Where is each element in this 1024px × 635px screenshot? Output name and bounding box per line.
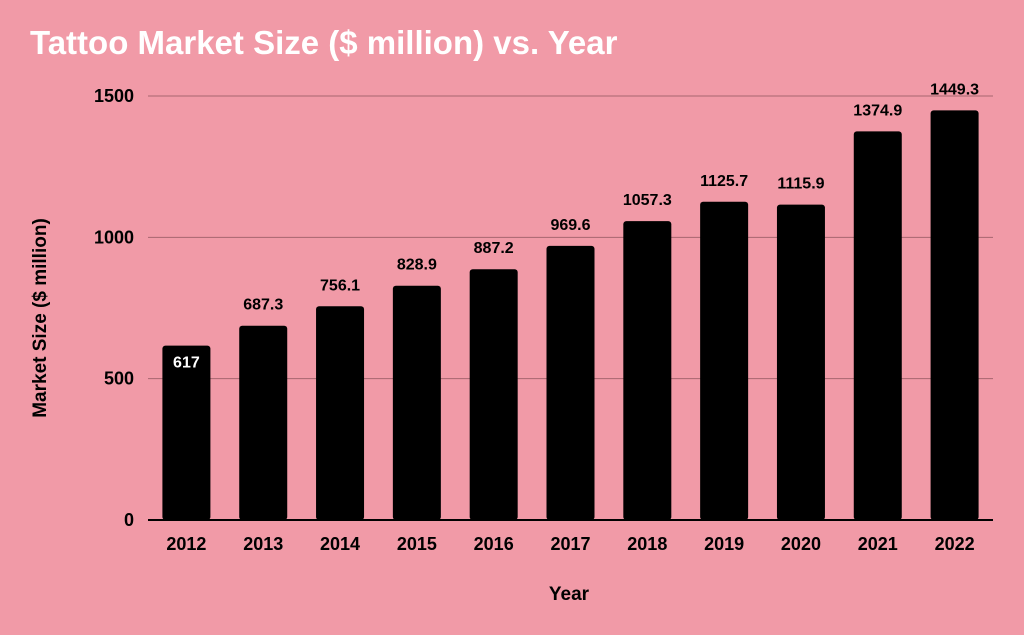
data-label: 687.3 <box>243 297 283 314</box>
y-tick-label: 500 <box>104 369 134 389</box>
x-tick-label: 2020 <box>781 534 821 554</box>
data-label: 887.2 <box>474 240 514 257</box>
bar <box>469 269 518 520</box>
data-label: 828.9 <box>397 257 437 274</box>
x-tick-label: 2016 <box>474 534 514 554</box>
x-tick-label: 2015 <box>397 534 437 554</box>
data-label: 756.1 <box>320 277 360 294</box>
x-tick-label: 2021 <box>858 534 898 554</box>
chart-title: Tattoo Market Size ($ million) vs. Year <box>30 24 618 61</box>
y-tick-label: 1000 <box>94 227 134 247</box>
y-tick-label: 1500 <box>94 86 134 106</box>
data-label: 1115.9 <box>777 176 824 193</box>
x-tick-label: 2017 <box>550 534 590 554</box>
x-tick-label: 2012 <box>166 534 206 554</box>
bar <box>239 325 288 520</box>
data-label: 1374.9 <box>853 102 902 119</box>
x-tick-label: 2022 <box>935 534 975 554</box>
x-tick-label: 2014 <box>320 534 360 554</box>
data-label: 1125.7 <box>700 173 748 190</box>
y-axis-title: Market Size ($ million) <box>30 218 51 418</box>
data-label: 617 <box>173 355 200 372</box>
bar <box>546 245 595 521</box>
bar <box>700 201 749 521</box>
x-axis-title: Year <box>549 584 590 605</box>
data-label: 1449.3 <box>930 81 979 98</box>
bar <box>316 306 365 520</box>
data-label: 969.6 <box>550 217 590 234</box>
bar <box>162 345 211 520</box>
data-label: 1057.3 <box>623 192 672 209</box>
bar <box>930 110 979 520</box>
bar <box>623 221 672 520</box>
bar <box>776 204 825 520</box>
x-tick-label: 2019 <box>704 534 744 554</box>
bar <box>853 131 902 520</box>
x-tick-label: 2018 <box>627 534 667 554</box>
bar <box>392 285 441 520</box>
x-tick-label: 2013 <box>243 534 283 554</box>
y-tick-label: 0 <box>124 510 134 530</box>
